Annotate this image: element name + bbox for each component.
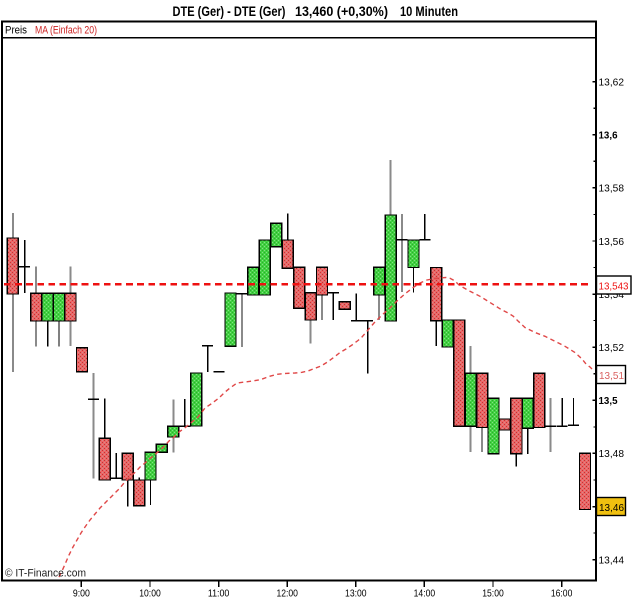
svg-text:© IT-Finance.com: © IT-Finance.com	[5, 568, 86, 580]
svg-text:14:00: 14:00	[414, 588, 436, 600]
svg-text:13,52: 13,52	[599, 342, 625, 354]
svg-text:13,62: 13,62	[599, 76, 625, 88]
svg-text:DTE (Ger) - DTE (Ger): DTE (Ger) - DTE (Ger)	[173, 4, 286, 19]
svg-text:13,58: 13,58	[599, 183, 625, 195]
svg-text:12:00: 12:00	[276, 588, 298, 600]
svg-text:Preis: Preis	[5, 25, 27, 37]
svg-text:MA (Einfach 20): MA (Einfach 20)	[35, 25, 97, 37]
svg-text:13,44: 13,44	[599, 555, 625, 567]
svg-text:10:00: 10:00	[139, 588, 161, 600]
svg-text:13,46: 13,46	[599, 502, 624, 514]
svg-text:9:00: 9:00	[73, 588, 90, 600]
svg-text:13,51: 13,51	[599, 370, 624, 382]
svg-text:15:00: 15:00	[482, 588, 504, 600]
svg-text:10 Minuten: 10 Minuten	[400, 4, 458, 19]
svg-text:13:00: 13:00	[345, 588, 367, 600]
svg-text:13,56: 13,56	[599, 236, 625, 248]
svg-text:13,5: 13,5	[599, 395, 618, 407]
svg-text:13,6: 13,6	[599, 130, 618, 142]
svg-text:13,48: 13,48	[599, 448, 625, 460]
svg-text:11:00: 11:00	[208, 588, 230, 600]
svg-text:16:00: 16:00	[551, 588, 573, 600]
svg-text:13,543: 13,543	[599, 280, 629, 292]
svg-text:13,460 (+0,30%): 13,460 (+0,30%)	[295, 4, 388, 19]
